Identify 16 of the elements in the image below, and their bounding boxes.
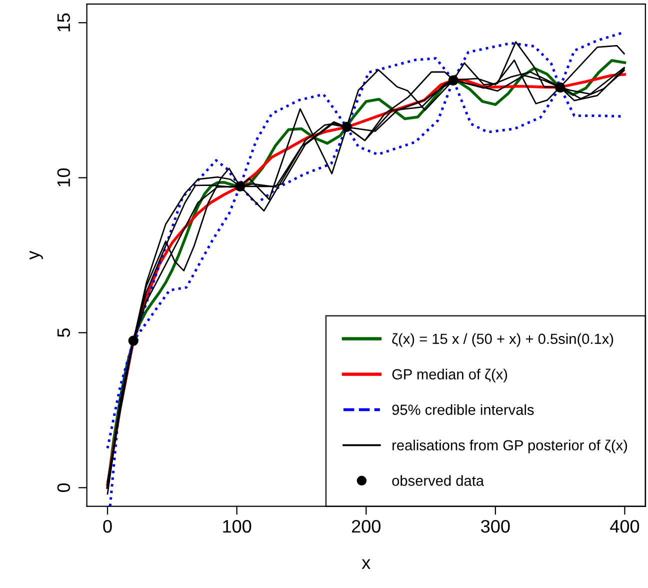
x-tick-label: 0: [103, 520, 112, 533]
x-tick-label: 300: [481, 520, 510, 533]
y-tick-label: 15: [57, 13, 70, 32]
x-tick-label: 400: [610, 520, 640, 533]
y-axis-title: y: [30, 250, 43, 260]
y-tick-label: 5: [57, 328, 70, 337]
legend-label: 95% credible intervals: [392, 404, 534, 415]
x-tick-label: 200: [352, 520, 380, 533]
y-tick-label: 10: [57, 168, 70, 186]
y-tick-label: 0: [57, 483, 70, 492]
legend-label: ζ(x) = 15 x / (50 + x) + 0.5sin(0.1x): [392, 333, 614, 347]
legend-label: GP median of ζ(x): [392, 368, 508, 382]
legend-label: realisations from GP posterior of ζ(x): [392, 440, 628, 454]
legend-label: observed data: [392, 475, 484, 486]
x-tick-label: 100: [223, 520, 252, 533]
x-axis-title: x: [362, 559, 370, 569]
